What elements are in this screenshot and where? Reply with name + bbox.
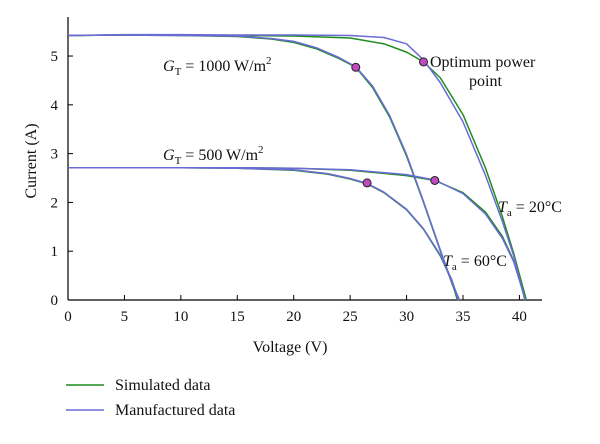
x-tick-label: 40 <box>512 309 527 325</box>
mpp-marker-mpp-1000-20 <box>419 57 428 67</box>
y-tick-label: 3 <box>51 147 59 163</box>
y-tick-label: 0 <box>51 293 59 309</box>
curve-g500-t20 <box>68 167 526 301</box>
irradiance-500-label: GT = 500 W/m2 <box>163 144 264 167</box>
x-tick-label: 25 <box>343 309 358 325</box>
y-tick-label: 4 <box>51 98 59 114</box>
irradiance-1000-label: GT = 1000 W/m2 <box>163 55 272 78</box>
optimum-power-point-label-line2: point <box>469 73 502 90</box>
x-tick-label: 15 <box>230 309 245 325</box>
x-tick-label: 5 <box>121 309 129 325</box>
curve-g500-t20 <box>68 167 527 301</box>
x-tick-label: 20 <box>286 309 301 325</box>
legend-label-manufactured: Manufactured data <box>115 402 235 419</box>
y-tick-label: 2 <box>51 195 59 211</box>
y-tick-label: 5 <box>51 49 59 65</box>
temperature-20-label: Ta = 20°C <box>498 199 562 219</box>
series-curves <box>67 33 527 301</box>
curve-g1000-t60 <box>67 34 461 301</box>
legend-label-simulated: Simulated data <box>115 377 211 394</box>
y-tick-label: 1 <box>51 244 59 260</box>
mpp-marker-mpp-1000-60 <box>351 62 361 72</box>
curve-g500-t60 <box>68 167 460 301</box>
series-manufactured <box>67 33 526 301</box>
tick-marks: 0 5 10 15 20 25 30 35 40 0 1 2 3 4 5 <box>51 49 527 325</box>
mpp-marker-mpp-500-20 <box>430 175 440 185</box>
mpp-markers <box>351 57 440 188</box>
temperature-60-label: Ta = 60°C <box>443 253 507 273</box>
x-axis-title: Voltage (V) <box>253 339 328 356</box>
x-tick-label: 30 <box>399 309 414 325</box>
legend: Simulated data Manufactured data <box>66 377 235 419</box>
curve-g1000-t20 <box>67 33 526 301</box>
optimum-power-point-label: Optimum power <box>430 54 536 71</box>
x-tick-label: 0 <box>64 309 72 325</box>
x-tick-label: 35 <box>456 309 471 325</box>
y-axis-title: Current (A) <box>23 123 40 198</box>
x-tick-label: 10 <box>173 309 188 325</box>
curve-g500-t60 <box>68 167 459 301</box>
mpp-marker-mpp-500-60 <box>362 178 372 188</box>
